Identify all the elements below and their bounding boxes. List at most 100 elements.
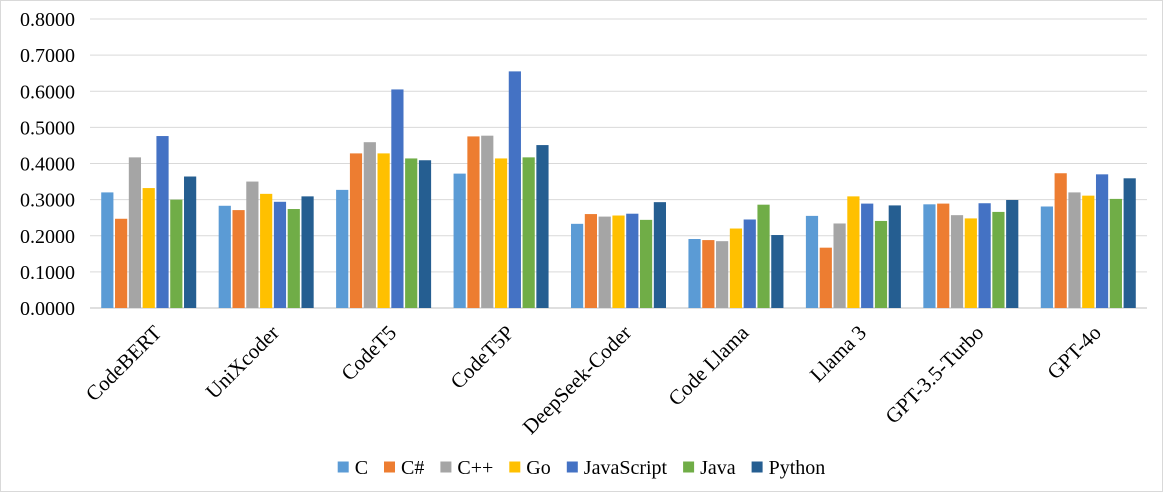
y-tick-label: 0.7000 [20, 45, 75, 67]
legend: C C# C++ Go JavaScript Java Python [337, 457, 826, 479]
bar-java-deepseek-coder [640, 219, 653, 308]
bar-c-gpt-3-5-turbo [923, 204, 936, 308]
bar-c-gpt-4o [1054, 173, 1067, 308]
bar-c-codet5p [453, 173, 466, 308]
legend-label: C [355, 457, 368, 479]
bar-c-codebert [128, 157, 142, 308]
bar-c-codet5p [481, 135, 494, 308]
legend-swatch [509, 461, 521, 473]
bar-python-gpt-3-5-turbo [1006, 199, 1019, 308]
bar-c-unixcoder [232, 210, 245, 308]
bar-python-llama-3 [888, 205, 901, 308]
x-category-label: CodeT5 [336, 321, 401, 386]
bar-go-deepseek-coder [612, 215, 625, 308]
bar-c-gpt-3-5-turbo [937, 203, 950, 308]
bar-python-code-llama [771, 235, 784, 308]
bar-c-unixcoder [218, 205, 231, 308]
bar-java-codebert [170, 199, 183, 309]
bar-go-codebert [142, 188, 155, 308]
bar-javascript-codet5 [391, 89, 404, 308]
bar-c-codet5p [467, 136, 480, 308]
bar-c-deepseek-coder [598, 216, 611, 308]
legend-swatch [337, 461, 349, 473]
bar-c-llama-3 [833, 223, 846, 308]
bar-c-deepseek-coder [571, 223, 584, 308]
legend-swatch [566, 461, 578, 473]
y-tick-label: 0.5000 [20, 117, 75, 139]
bar-go-unixcoder [260, 193, 273, 308]
legend-label: C# [401, 457, 424, 479]
bar-python-codet5p [536, 145, 549, 308]
bar-javascript-llama-3 [861, 203, 874, 308]
bar-javascript-unixcoder [273, 201, 287, 308]
bar-c-unixcoder [246, 181, 259, 308]
bar-c-llama-3 [819, 247, 832, 308]
bar-c-gpt-4o [1040, 206, 1053, 308]
bar-python-deepseek-coder [653, 202, 666, 308]
bar-java-codet5p [522, 157, 535, 308]
legend-item-java: Java [683, 457, 736, 479]
bar-java-codet5 [405, 158, 418, 308]
bar-python-gpt-4o [1123, 178, 1136, 308]
bar-java-unixcoder [287, 209, 300, 308]
bar-javascript-deepseek-coder [626, 213, 639, 308]
bar-javascript-codebert [156, 136, 169, 308]
bar-c-llama-3 [805, 215, 819, 308]
x-category-label: GPT-3.5-Turbo [880, 321, 988, 429]
legend-label: Java [700, 457, 736, 479]
legend-item-python: Python [751, 457, 826, 479]
bar-python-codet5 [418, 160, 432, 308]
bar-go-gpt-4o [1082, 195, 1095, 308]
y-tick-label: 0.4000 [20, 154, 75, 176]
x-axis-category-labels: CodeBERT UniXcoder CodeT5 CodeT5PDeepSeek-C… [81, 320, 1106, 439]
legend-swatch [440, 461, 452, 473]
bar-javascript-codet5p [508, 71, 521, 308]
y-axis-ticks: 0.0000 0.1000 0.2000 0.3000 0.4000 0.5000 0.60… [20, 9, 75, 320]
bar-java-code-llama [757, 204, 770, 308]
bar-c-code-llama [716, 241, 729, 308]
x-category-label: CodeT5P [446, 321, 519, 394]
bars [101, 71, 1136, 309]
bar-c-codet5 [336, 189, 349, 308]
bar-c-deepseek-coder [584, 214, 597, 308]
bar-c-codet5 [363, 142, 376, 308]
bar-go-gpt-3-5-turbo [964, 218, 977, 308]
bar-javascript-gpt-3-5-turbo [978, 203, 991, 308]
y-tick-label: 0.8000 [20, 9, 75, 31]
x-category-label: Llama 3 [805, 321, 871, 387]
legend-item-c: C [337, 457, 368, 479]
bar-javascript-code-llama [743, 219, 756, 308]
bar-c-gpt-4o [1068, 192, 1081, 308]
x-category-label: DeepSeek-Coder [518, 321, 636, 439]
bar-java-gpt-4o [1109, 198, 1122, 308]
x-category-label: CodeBERT [81, 320, 166, 405]
bar-java-gpt-3-5-turbo [992, 211, 1005, 308]
legend-label: Python [769, 457, 826, 479]
legend-label: JavaScript [584, 457, 668, 479]
x-category-label: UniXcoder [201, 321, 284, 404]
x-category-label: GPT-4o [1042, 321, 1105, 384]
bar-go-codet5 [377, 153, 390, 308]
y-tick-label: 0.1000 [20, 262, 75, 284]
y-tick-label: 0.2000 [20, 226, 75, 248]
y-tick-label: 0.3000 [20, 190, 75, 212]
legend-label: C++ [457, 457, 493, 479]
bar-c-code-llama [688, 239, 701, 308]
bar-go-code-llama [729, 228, 743, 308]
legend-item-c: C# [384, 457, 424, 479]
bar-c-gpt-3-5-turbo [950, 215, 964, 308]
y-tick-label: 0.0000 [20, 298, 75, 320]
legend-swatch [683, 461, 695, 473]
bar-c-codebert [101, 192, 114, 308]
bar-c-codebert [115, 218, 128, 308]
legend-item-c: C++ [440, 457, 493, 479]
bar-c-code-llama [702, 240, 715, 308]
bar-go-codet5p [494, 158, 508, 308]
legend-label: Go [526, 457, 550, 479]
bar-python-unixcoder [301, 196, 314, 308]
bar-c-codet5 [349, 153, 363, 308]
bar-go-llama-3 [847, 196, 860, 308]
x-category-label: Code Llama [663, 320, 753, 410]
bar-java-llama-3 [874, 220, 888, 308]
